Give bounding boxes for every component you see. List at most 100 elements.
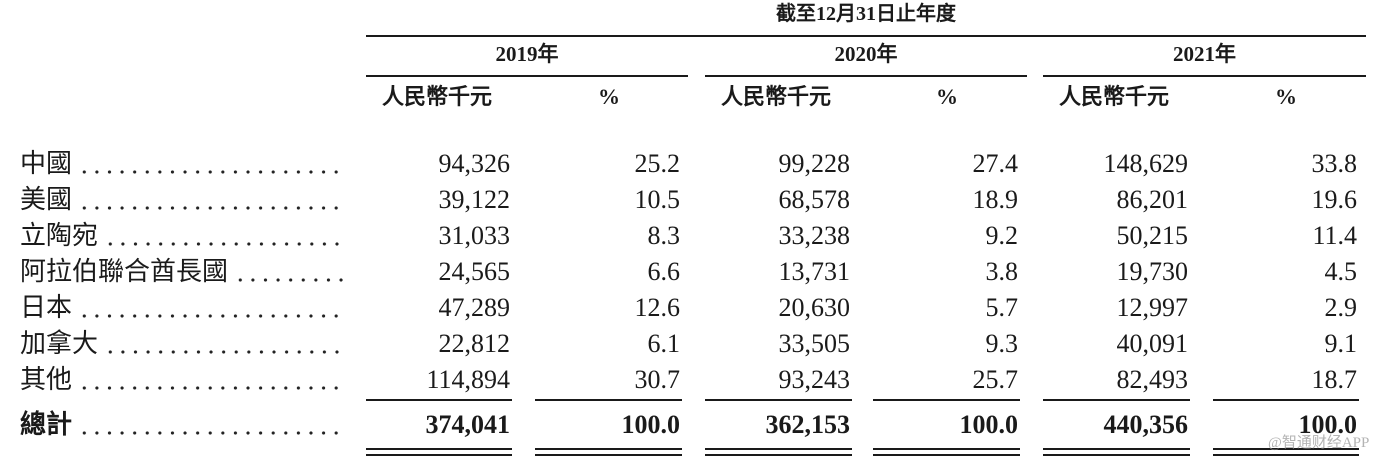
year-header: 2019年 <box>495 42 559 66</box>
rule <box>366 454 512 456</box>
rule <box>705 448 852 450</box>
unit-header: 人民幣千元 <box>1059 84 1170 109</box>
rule <box>873 448 1020 450</box>
cell: 30.7 <box>634 365 681 394</box>
cell: 10.5 <box>634 185 681 214</box>
cell: 4.5 <box>1324 257 1358 286</box>
label-text: 美國 <box>20 185 73 214</box>
rule <box>535 399 682 401</box>
cell: 100.0 <box>1298 410 1358 439</box>
rule <box>873 399 1020 401</box>
cell: 94,326 <box>438 149 511 178</box>
cell: 19,730 <box>1116 257 1189 286</box>
rule <box>1043 75 1366 77</box>
unit-header: 人民幣千元 <box>721 84 832 109</box>
leader-dots <box>78 313 346 319</box>
label-text: 其他 <box>20 365 73 394</box>
cell: 33,505 <box>778 329 851 358</box>
cell: 27.4 <box>972 149 1019 178</box>
row-label: 日本 <box>20 295 346 321</box>
row-label: 阿拉伯聯合酋長國 <box>20 259 346 285</box>
table-title: 截至12月31日止年度 <box>776 3 956 25</box>
row-label: 其他 <box>20 367 346 393</box>
rule <box>366 35 1366 37</box>
rule <box>1043 399 1190 401</box>
rule <box>705 454 852 456</box>
cell: 20,630 <box>778 293 851 322</box>
cell: 33.8 <box>1311 149 1358 178</box>
cell: 374,041 <box>425 410 511 439</box>
leader-dots <box>104 349 346 355</box>
label-text: 立陶宛 <box>20 221 99 250</box>
watermark: @智通财经APP <box>1268 435 1370 451</box>
leader-dots <box>234 277 346 283</box>
cell: 39,122 <box>438 185 511 214</box>
cell: 19.6 <box>1311 185 1358 214</box>
rule <box>535 448 682 450</box>
rule <box>1213 399 1359 401</box>
leader-dots <box>78 430 346 436</box>
row-label: 立陶宛 <box>20 223 346 249</box>
rule <box>873 454 1020 456</box>
cell: 47,289 <box>438 293 511 322</box>
rule <box>366 448 512 450</box>
cell: 5.7 <box>985 293 1019 322</box>
cell: 82,493 <box>1116 365 1189 394</box>
cell: 9.1 <box>1324 329 1358 358</box>
cell: 86,201 <box>1116 185 1189 214</box>
rule <box>366 75 688 77</box>
unit-header: % <box>598 84 620 109</box>
rule <box>705 75 1027 77</box>
cell: 31,033 <box>438 221 511 250</box>
unit-header: % <box>936 84 958 109</box>
unit-header: % <box>1275 84 1297 109</box>
rule <box>535 454 682 456</box>
cell: 50,215 <box>1116 221 1189 250</box>
leader-dots <box>78 385 346 391</box>
unit-header: 人民幣千元 <box>382 84 493 109</box>
cell: 362,153 <box>765 410 851 439</box>
cell: 3.8 <box>985 257 1019 286</box>
label-text: 加拿大 <box>20 329 99 358</box>
rule <box>1043 454 1190 456</box>
cell: 9.3 <box>985 329 1019 358</box>
cell: 40,091 <box>1116 329 1189 358</box>
leader-dots <box>78 169 346 175</box>
cell: 6.6 <box>647 257 681 286</box>
rule <box>1213 454 1359 456</box>
cell: 100.0 <box>621 410 681 439</box>
cell: 25.2 <box>634 149 681 178</box>
row-label: 總計 <box>20 412 346 438</box>
rule <box>705 399 852 401</box>
label-text: 中國 <box>20 149 73 178</box>
rule <box>366 399 512 401</box>
leader-dots <box>78 205 346 211</box>
cell: 33,238 <box>778 221 851 250</box>
row-label: 加拿大 <box>20 331 346 357</box>
cell: 6.1 <box>647 329 681 358</box>
year-header: 2020年 <box>834 42 898 66</box>
cell: 440,356 <box>1103 410 1189 439</box>
cell: 100.0 <box>959 410 1019 439</box>
rule <box>1043 448 1190 450</box>
cell: 148,629 <box>1103 149 1189 178</box>
rule <box>1213 448 1359 450</box>
cell: 25.7 <box>972 365 1019 394</box>
cell: 68,578 <box>778 185 851 214</box>
label-text: 日本 <box>20 293 73 322</box>
year-header: 2021年 <box>1173 42 1236 66</box>
cell: 24,565 <box>438 257 511 286</box>
cell: 2.9 <box>1324 293 1358 322</box>
label-text: 總計 <box>20 410 73 439</box>
leader-dots <box>104 241 346 247</box>
label-text: 阿拉伯聯合酋長國 <box>20 257 229 286</box>
row-label: 美國 <box>20 187 346 213</box>
cell: 12,997 <box>1116 293 1189 322</box>
cell: 12.6 <box>634 293 681 322</box>
cell: 99,228 <box>778 149 851 178</box>
cell: 8.3 <box>647 221 681 250</box>
cell: 114,894 <box>426 365 510 394</box>
cell: 18.9 <box>972 185 1019 214</box>
cell: 13,731 <box>778 257 851 286</box>
cell: 93,243 <box>778 365 851 394</box>
